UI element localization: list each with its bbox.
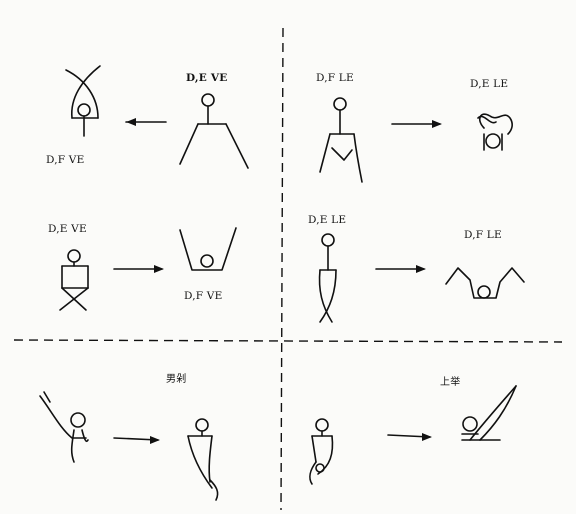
label-figure-h: D,F LE — [464, 229, 502, 241]
label-figure-c: D,F LE — [316, 72, 354, 84]
arrow-i-to-j — [113, 436, 160, 444]
figure-k-bent — [309, 418, 334, 485]
arrow-e-to-f — [113, 265, 164, 273]
figure-g-crossed-legs — [318, 233, 337, 323]
label-figure-b: D,E VE — [186, 72, 228, 84]
label-figure-g: D,E LE — [308, 214, 347, 226]
figure-e-arms-down — [59, 249, 89, 311]
figure-c-bent-arm — [319, 97, 363, 183]
figure-i-leaning — [39, 391, 89, 463]
figure-h-zigzag-arms — [445, 267, 525, 299]
arrow-g-to-h — [375, 265, 426, 273]
label-section-left: 男剁 — [166, 374, 187, 385]
figure-b-wide-v — [179, 93, 249, 169]
label-figure-a: D,F VE — [46, 154, 85, 166]
figure-j-arms-low — [187, 418, 219, 501]
arrow-k-to-l — [387, 433, 432, 441]
figure-a-arms-crossed — [65, 65, 101, 137]
figure-l-diagonal-raise — [461, 385, 517, 441]
arrow-b-to-a — [125, 118, 167, 126]
arrow-c-to-d — [391, 120, 442, 128]
figure-f-v-above — [179, 227, 237, 271]
figure-d-arms-waving — [477, 113, 513, 151]
label-figure-d: D,E LE — [470, 78, 509, 90]
label-figure-e: D,E VE — [48, 223, 87, 235]
horizontal-divider — [13, 339, 563, 343]
vertical-divider — [280, 27, 284, 511]
label-section-right: 上举 — [440, 377, 461, 388]
label-figure-f: D,F VE — [184, 290, 223, 302]
